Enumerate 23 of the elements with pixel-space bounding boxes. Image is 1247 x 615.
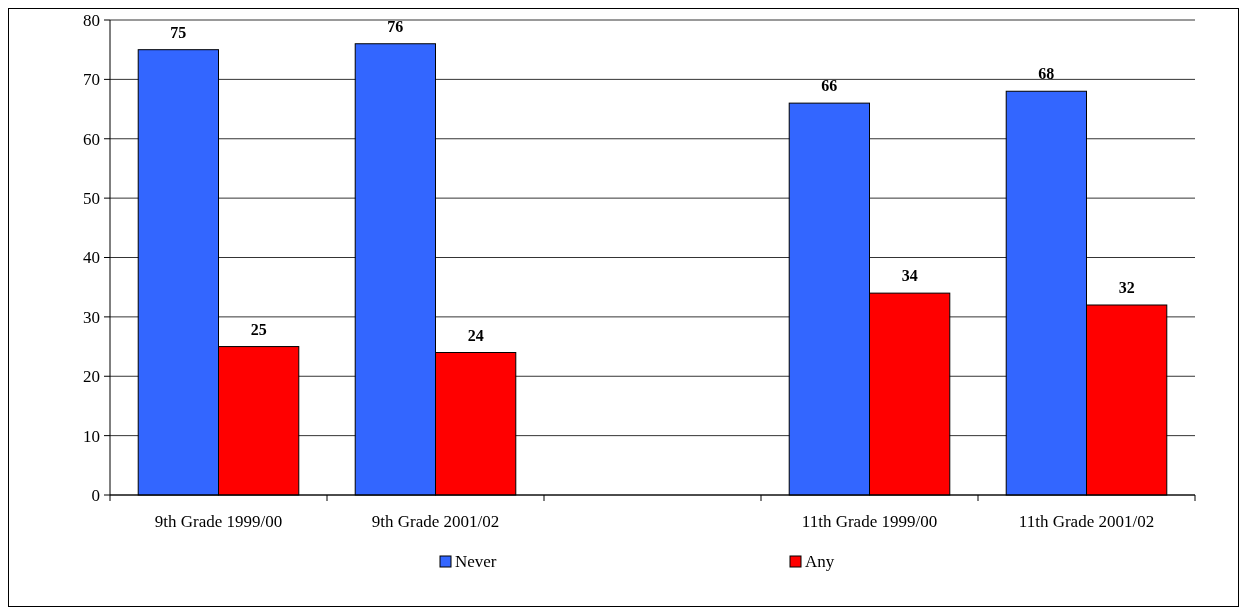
- x-tick-label: 11th Grade 2001/02: [1018, 512, 1155, 531]
- data-label: 66: [821, 77, 838, 95]
- data-label: 76: [387, 17, 404, 35]
- y-tick-label: 80: [83, 10, 100, 30]
- data-label: 68: [1038, 65, 1055, 83]
- y-tick-label: 70: [83, 70, 100, 90]
- legend-label: Any: [805, 552, 835, 571]
- y-tick-label: 60: [83, 129, 100, 149]
- x-tick-label: 9th Grade 1999/00: [154, 512, 283, 531]
- data-label: 75: [170, 23, 187, 41]
- y-tick-label: 0: [91, 485, 100, 505]
- legend-label: Never: [455, 552, 497, 571]
- y-tick-label: 20: [83, 367, 100, 387]
- x-tick-label: 9th Grade 2001/02: [371, 512, 500, 531]
- data-label: 32: [1118, 279, 1135, 296]
- y-tick-label: 10: [83, 426, 100, 446]
- data-label: 25: [250, 320, 267, 338]
- y-tick-label: 30: [83, 307, 100, 327]
- x-tick-label: 11th Grade 1999/00: [801, 512, 938, 531]
- y-tick-label: 40: [83, 248, 100, 268]
- data-label: 34: [901, 267, 918, 285]
- y-tick-label: 50: [83, 189, 100, 209]
- data-label: 24: [467, 326, 484, 344]
